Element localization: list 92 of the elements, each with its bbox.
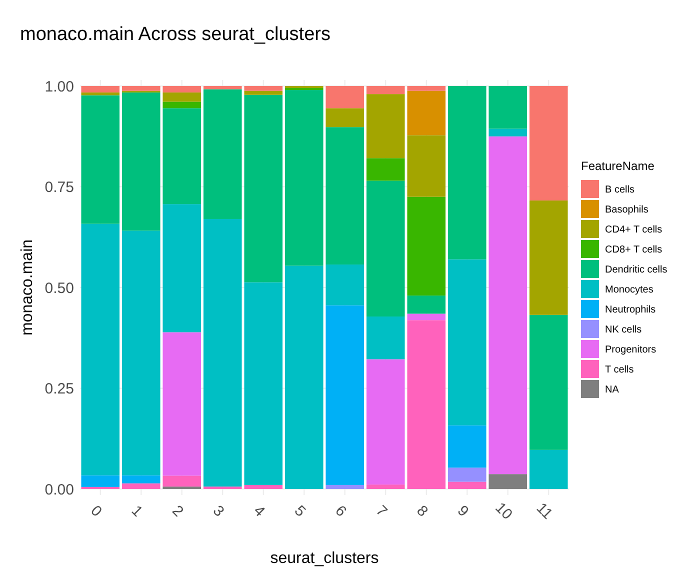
- legend-label: B cells: [605, 184, 634, 196]
- y-tick-label: 1.00: [44, 78, 74, 96]
- y-tick-label: 0.00: [44, 481, 74, 498]
- x-tick-label: 6: [332, 502, 350, 520]
- y-tick-label: 0.75: [44, 179, 74, 196]
- x-tick-label: 2: [168, 502, 187, 520]
- bar: [284, 90, 324, 266]
- legend-title: FeatureName: [581, 159, 655, 173]
- bar: [81, 224, 120, 476]
- bar: [529, 314, 568, 450]
- bar: [162, 332, 202, 476]
- bar: [366, 158, 405, 181]
- legend-label: NK cells: [605, 324, 642, 336]
- bar: [488, 128, 528, 136]
- bar: [326, 305, 364, 485]
- legend-label: T cells: [605, 364, 634, 376]
- bar: [81, 95, 120, 224]
- bar: [162, 476, 202, 487]
- legend-label: CD4+ T cells: [605, 224, 662, 236]
- bar: [326, 108, 364, 128]
- bar: [366, 359, 405, 485]
- y-axis-title: monaco.main: [19, 239, 36, 336]
- bar: [529, 200, 568, 315]
- bar: [366, 94, 405, 158]
- bar: [366, 316, 405, 360]
- bar: [122, 92, 160, 231]
- bar: [244, 282, 283, 485]
- x-tick-label: 4: [250, 502, 268, 520]
- bar: [407, 320, 446, 489]
- bar: [162, 102, 202, 108]
- x-axis-title: seurat_clusters: [270, 550, 379, 567]
- bar: [162, 204, 202, 332]
- bar: [407, 135, 446, 197]
- x-tick-label: 10: [492, 499, 516, 524]
- bar: [81, 86, 120, 92]
- bar: [448, 482, 486, 489]
- x-tick-label: 8: [413, 502, 432, 520]
- bar: [529, 86, 568, 200]
- bar: [448, 86, 486, 260]
- bar: [326, 484, 364, 489]
- bar: [203, 86, 242, 90]
- bar: [407, 314, 446, 320]
- bar: [529, 450, 568, 489]
- bar: [203, 89, 242, 219]
- legend-label: Neutrophils: [605, 304, 656, 316]
- bar: [284, 266, 324, 489]
- bar: [122, 230, 160, 476]
- x-tick-label: 1: [128, 502, 146, 520]
- x-tick-label: 11: [532, 500, 556, 523]
- bar: [488, 474, 528, 489]
- bar: [81, 92, 120, 96]
- bar: [326, 86, 364, 108]
- legend-label: CD8+ T cells: [605, 244, 662, 256]
- bar: [448, 468, 486, 482]
- bar: [162, 92, 202, 102]
- bar: [407, 90, 446, 136]
- bar: [366, 484, 405, 489]
- x-tick-label: 7: [372, 502, 390, 520]
- bar: [244, 90, 283, 95]
- x-tick-label: 5: [290, 502, 309, 520]
- bar: [81, 475, 120, 487]
- bar: [448, 259, 486, 426]
- bar: [244, 484, 283, 489]
- bar: [162, 86, 202, 92]
- bar: [407, 196, 446, 296]
- legend-label: Progenitors: [605, 344, 656, 356]
- bar: [407, 296, 446, 314]
- x-tick-label: 0: [87, 502, 106, 520]
- bar: [203, 218, 242, 487]
- bar: [366, 180, 405, 317]
- bar: [326, 127, 364, 265]
- bar: [448, 425, 486, 468]
- legend-label: NA: [605, 384, 620, 396]
- x-tick-label: 3: [209, 502, 228, 520]
- y-tick-label: 0.25: [44, 380, 74, 398]
- y-tick-label: 0.50: [44, 280, 74, 297]
- bar: [244, 94, 283, 282]
- bar: [407, 86, 446, 91]
- bar: [122, 475, 160, 484]
- bar: [488, 86, 528, 129]
- legend-label: Monocytes: [605, 284, 654, 296]
- bar: [326, 264, 364, 306]
- bar: [244, 86, 283, 91]
- bar: [366, 86, 405, 94]
- legend-label: Basophils: [605, 204, 648, 216]
- bar: [488, 136, 528, 474]
- x-tick-label: 9: [454, 502, 472, 520]
- bar: [162, 108, 202, 204]
- legend-label: Dendritic cells: [605, 264, 668, 276]
- bar: [122, 483, 160, 489]
- bar: [122, 86, 160, 91]
- chart-title: monaco.main Across seurat_clusters: [20, 24, 330, 45]
